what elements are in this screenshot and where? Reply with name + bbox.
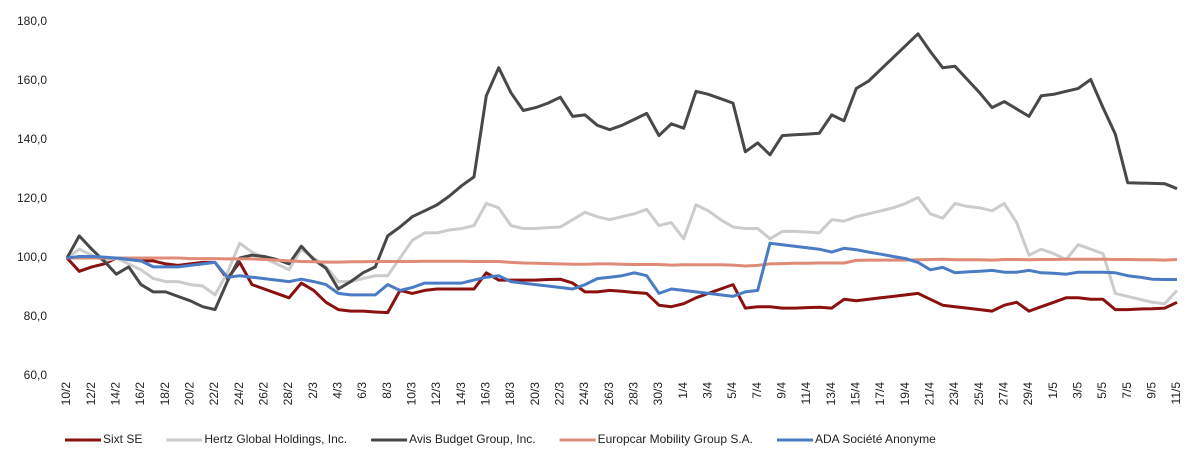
x-tick-label: 9/4 [775, 382, 789, 399]
y-tick-label: 180,0 [17, 14, 47, 28]
x-tick-label: 7/5 [1120, 382, 1134, 399]
x-tick-label: 1/5 [1046, 382, 1060, 399]
x-tick-label: 16/2 [133, 382, 147, 406]
x-tick-label: 27/4 [997, 382, 1011, 406]
x-tick-label: 11/4 [799, 382, 813, 405]
x-tick-label: 10/3 [405, 382, 419, 406]
y-tick-label: 60,0 [24, 368, 48, 382]
x-tick-label: 4/3 [331, 382, 345, 399]
legend-label: ADA Société Anonyme [815, 432, 936, 446]
x-tick-label: 21/4 [923, 382, 937, 406]
x-tick-label: 7/4 [750, 382, 764, 399]
x-tick-label: 24/3 [577, 382, 591, 406]
x-tick-label: 5/5 [1095, 382, 1109, 399]
series-line [65, 32, 1178, 312]
x-tick-label: 13/4 [824, 382, 838, 406]
x-tick-label: 22/2 [207, 382, 221, 406]
x-tick-label: 14/2 [109, 382, 123, 406]
series-line [66, 241, 1177, 298]
x-tick-label: 14/3 [454, 382, 468, 406]
legend-label: Hertz Global Holdings, Inc. [204, 432, 347, 446]
x-tick-label: 26/3 [602, 382, 616, 406]
y-tick-label: 80,0 [24, 309, 48, 323]
x-tick-label: 1/4 [676, 382, 690, 399]
x-tick-label: 15/4 [849, 382, 863, 406]
series-line [65, 256, 1178, 315]
x-tick-label: 18/3 [503, 382, 517, 406]
x-tick-label: 11/5 [1169, 382, 1183, 405]
x-tick-label: 25/4 [972, 382, 986, 406]
x-tick-label: 26/2 [257, 382, 271, 406]
y-tick-label: 160,0 [17, 73, 47, 87]
x-tick-label: 28/2 [281, 382, 295, 406]
x-tick-label: 16/3 [479, 382, 493, 406]
x-tick-label: 28/3 [627, 382, 641, 406]
x-tick-label: 10/2 [59, 382, 73, 406]
x-tick-label: 8/3 [380, 382, 394, 399]
legend-label: Avis Budget Group, Inc. [409, 432, 536, 446]
x-tick-label: 9/5 [1145, 382, 1159, 399]
series-line [66, 196, 1179, 306]
x-tick-label: 6/3 [355, 382, 369, 399]
y-tick-label: 120,0 [17, 191, 47, 205]
y-tick-label: 100,0 [17, 250, 47, 264]
x-tick-label: 2/3 [306, 382, 320, 399]
x-tick-label: 17/4 [873, 382, 887, 406]
series-line [67, 256, 1178, 268]
x-tick-label: 22/3 [553, 382, 567, 406]
x-tick-label: 18/2 [158, 382, 172, 406]
x-tick-label: 20/3 [528, 382, 542, 406]
legend-label: Sixt SE [103, 432, 142, 446]
x-tick-label: 19/4 [898, 382, 912, 406]
x-tick-label: 24/2 [232, 382, 246, 406]
x-tick-label: 12/2 [84, 382, 98, 406]
x-tick-label: 3/5 [1071, 382, 1085, 399]
x-tick-label: 30/3 [651, 382, 665, 406]
x-tick-label: 12/3 [429, 382, 443, 406]
y-tick-label: 140,0 [17, 132, 47, 146]
x-tick-label: 5/4 [725, 382, 739, 399]
x-tick-label: 23/4 [947, 382, 961, 406]
x-tick-label: 29/4 [1021, 382, 1035, 406]
legend-label: Europcar Mobility Group S.A. [598, 432, 753, 446]
x-tick-label: 20/2 [183, 382, 197, 406]
x-tick-label: 3/4 [701, 382, 715, 399]
